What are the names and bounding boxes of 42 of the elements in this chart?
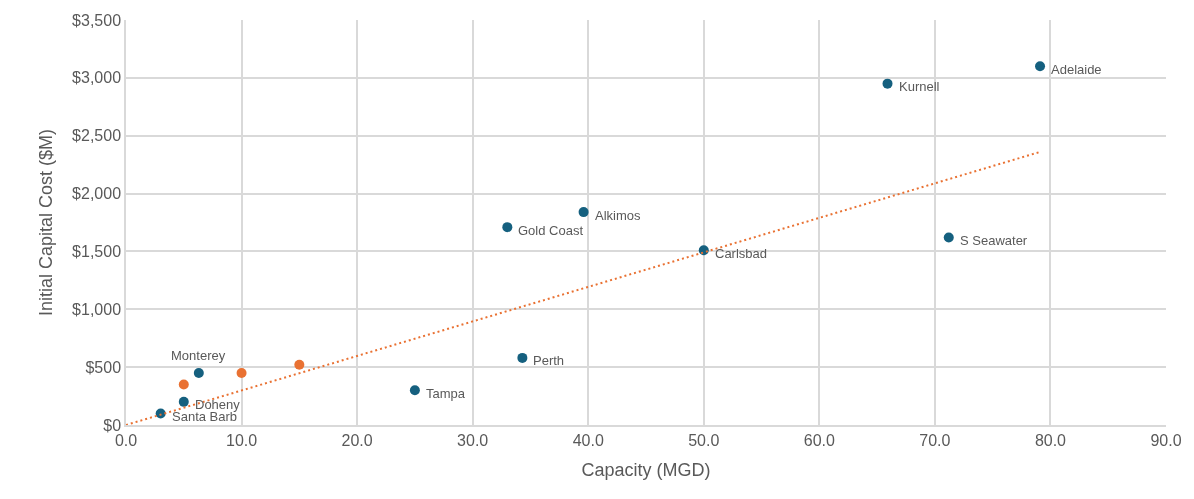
point xyxy=(1035,61,1046,72)
x-tick-label: 70.0 xyxy=(919,431,951,449)
x-tick-label: 0.0 xyxy=(114,431,138,449)
y-tick-label: $2,500 xyxy=(72,127,122,145)
point xyxy=(178,379,189,390)
point xyxy=(578,207,589,218)
x-tick-label: 90.0 xyxy=(1150,431,1182,449)
annotation: Adelaide xyxy=(1051,62,1102,77)
y-tick-label: $3,500 xyxy=(72,11,122,29)
y-axis-title: Initial Capital Cost ($M) xyxy=(35,128,56,317)
point xyxy=(178,396,189,407)
annotation: Perth xyxy=(533,353,565,368)
x-tick-label: 80.0 xyxy=(1034,431,1067,449)
y-tick-label: $3,000 xyxy=(72,69,122,87)
x-tick-label: 60.0 xyxy=(803,431,835,449)
point xyxy=(193,367,204,378)
annotation: Carlsbad xyxy=(715,246,768,261)
annotation: Kurnell xyxy=(899,79,940,94)
x-tick-label: 20.0 xyxy=(341,431,373,449)
annotation: Alkimos xyxy=(595,208,642,223)
point xyxy=(236,367,247,378)
x-tick-label: 30.0 xyxy=(457,431,489,449)
annotation: Monterey xyxy=(171,348,226,363)
point xyxy=(943,232,954,243)
x-axis-title: Capacity (MGD) xyxy=(581,459,711,480)
point xyxy=(517,352,528,363)
point xyxy=(294,359,305,370)
annotation: S Seawater xyxy=(960,233,1028,248)
y-tick-label: $1,000 xyxy=(72,300,122,318)
x-tick-label: 40.0 xyxy=(572,431,604,449)
point xyxy=(409,385,420,396)
annotation: Doheny xyxy=(195,397,241,412)
point xyxy=(502,222,513,233)
x-tick-label: 50.0 xyxy=(688,431,720,449)
point xyxy=(882,78,893,89)
y-tick-label: $0 xyxy=(103,416,122,434)
annotation: Tampa xyxy=(426,386,466,401)
annotation: Gold Coast xyxy=(518,223,584,238)
y-tick-label: $2,000 xyxy=(72,185,122,203)
y-tick-label: $1,500 xyxy=(72,243,122,261)
y-tick-label: $500 xyxy=(85,358,122,376)
x-tick-label: 10.0 xyxy=(225,431,258,449)
